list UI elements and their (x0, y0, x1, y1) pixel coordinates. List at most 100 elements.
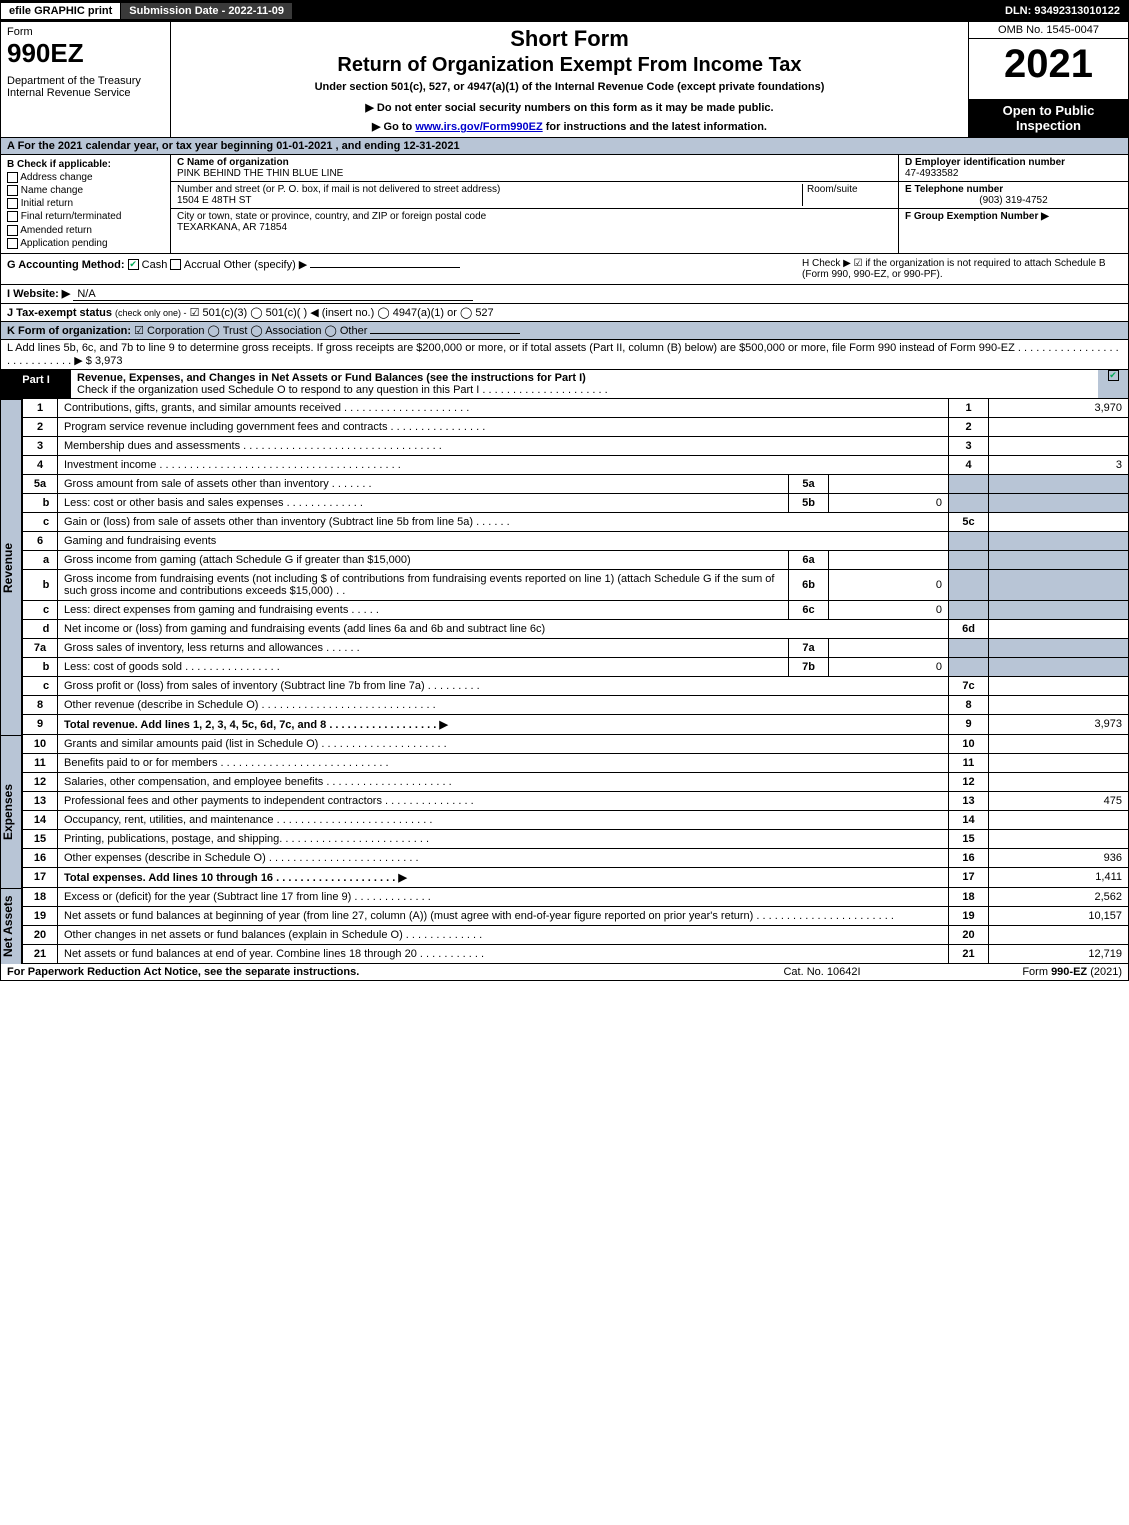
return-title: Return of Organization Exempt From Incom… (177, 54, 962, 77)
ln: 3 (23, 436, 58, 455)
line-6d: dNet income or (loss) from gaming and fu… (23, 619, 1129, 638)
rnum: 21 (949, 944, 989, 963)
j-label: J Tax-exempt status (7, 307, 112, 319)
rnum: 2 (949, 417, 989, 436)
mid: 7b (789, 657, 829, 676)
line-14: 14Occupancy, rent, utilities, and mainte… (23, 810, 1129, 829)
netassets-section: Net Assets 18Excess or (deficit) for the… (0, 888, 1129, 964)
val (989, 695, 1129, 714)
rnum: 13 (949, 791, 989, 810)
val (989, 436, 1129, 455)
desc: Grants and similar amounts paid (list in… (58, 735, 949, 754)
chk-label: Amended return (20, 225, 92, 236)
chk-application-pending[interactable]: Application pending (7, 238, 164, 249)
efile-print[interactable]: efile GRAPHIC print (1, 3, 121, 19)
g-accounting: G Accounting Method: Cash Accrual Other … (7, 258, 802, 280)
d-ein: D Employer identification number 47-4933… (899, 155, 1128, 182)
mid: 6c (789, 600, 829, 619)
ln: c (23, 676, 58, 695)
desc: Total expenses. Add lines 10 through 16 … (58, 867, 949, 887)
form-number: 990EZ (7, 38, 164, 69)
line-17: 17Total expenses. Add lines 10 through 1… (23, 867, 1129, 887)
desc: Membership dues and assessments . . . . … (58, 436, 949, 455)
rnum (949, 493, 989, 512)
other-input[interactable] (310, 267, 460, 268)
rnum: 8 (949, 695, 989, 714)
footer-form-pre: Form (1022, 966, 1051, 978)
ln: 17 (23, 867, 58, 887)
desc: Salaries, other compensation, and employ… (58, 772, 949, 791)
line-9: 9Total revenue. Add lines 1, 2, 3, 4, 5c… (23, 714, 1129, 734)
desc: Other changes in net assets or fund bala… (58, 925, 949, 944)
ln: 4 (23, 455, 58, 474)
form-header: Form 990EZ Department of the Treasury In… (0, 22, 1129, 138)
val (989, 735, 1129, 754)
part1-title-block: Revenue, Expenses, and Changes in Net As… (71, 370, 1098, 398)
ln: d (23, 619, 58, 638)
line-18: 18Excess or (deficit) for the year (Subt… (23, 888, 1129, 907)
ln: 16 (23, 848, 58, 867)
l-gross-receipts-row: L Add lines 5b, 6c, and 7b to line 9 to … (0, 340, 1129, 370)
line-2: 2Program service revenue including gover… (23, 417, 1129, 436)
desc: Less: direct expenses from gaming and fu… (58, 600, 789, 619)
form-label: Form (7, 26, 164, 38)
chk-address-change[interactable]: Address change (7, 172, 164, 183)
val (989, 512, 1129, 531)
chk-accrual[interactable] (170, 259, 181, 270)
tel-label: E Telephone number (905, 184, 1003, 195)
ln: 8 (23, 695, 58, 714)
ln: 13 (23, 791, 58, 810)
rnum: 15 (949, 829, 989, 848)
rnum: 14 (949, 810, 989, 829)
desc: Less: cost of goods sold . . . . . . . .… (58, 657, 789, 676)
chk-name-change[interactable]: Name change (7, 185, 164, 196)
ln: 14 (23, 810, 58, 829)
line-10: 10Grants and similar amounts paid (list … (23, 735, 1129, 754)
block-bcd: B Check if applicable: Address change Na… (0, 155, 1129, 254)
desc: Gross amount from sale of assets other t… (58, 474, 789, 493)
footer-left: For Paperwork Reduction Act Notice, see … (7, 966, 722, 978)
omb-number: OMB No. 1545-0047 (969, 22, 1128, 39)
desc: Gain or (loss) from sale of assets other… (58, 512, 949, 531)
short-form-title: Short Form (177, 26, 962, 52)
line-16: 16Other expenses (describe in Schedule O… (23, 848, 1129, 867)
val (989, 657, 1129, 676)
part1-sub: Check if the organization used Schedule … (77, 384, 608, 396)
line-5a: 5aGross amount from sale of assets other… (23, 474, 1129, 493)
chk-label: Address change (20, 172, 92, 183)
chk-cash[interactable] (128, 259, 139, 270)
ssn-note: ▶ Do not enter social security numbers o… (177, 101, 962, 114)
val: 3,973 (989, 714, 1129, 734)
header-mid: Short Form Return of Organization Exempt… (171, 22, 968, 137)
irs-link[interactable]: www.irs.gov/Form990EZ (415, 121, 542, 133)
chk-initial-return[interactable]: Initial return (7, 198, 164, 209)
k-other-input[interactable] (370, 333, 520, 334)
desc: Other expenses (describe in Schedule O) … (58, 848, 949, 867)
line-6c: cLess: direct expenses from gaming and f… (23, 600, 1129, 619)
ln: 7a (23, 638, 58, 657)
val (989, 550, 1129, 569)
ln: 5a (23, 474, 58, 493)
j-options: ☑ 501(c)(3) ◯ 501(c)( ) ◀ (insert no.) ◯… (190, 307, 494, 319)
part1-check[interactable] (1098, 370, 1128, 398)
tel-value: (903) 319-4752 (905, 195, 1122, 206)
g-label: G Accounting Method: (7, 259, 125, 271)
c-city-row: City or town, state or province, country… (171, 209, 898, 235)
chk-final-return[interactable]: Final return/terminated (7, 211, 164, 222)
val (989, 925, 1129, 944)
val (989, 600, 1129, 619)
footer-form-year: (2021) (1087, 966, 1122, 978)
line-4: 4Investment income . . . . . . . . . . .… (23, 455, 1129, 474)
val (989, 829, 1129, 848)
link-suffix: for instructions and the latest informat… (543, 121, 767, 133)
rnum (949, 569, 989, 600)
j-tax-exempt-row: J Tax-exempt status (check only one) - ☑… (0, 304, 1129, 322)
ln: c (23, 600, 58, 619)
i-label: I Website: ▶ (7, 288, 70, 300)
rnum: 6d (949, 619, 989, 638)
val: 3 (989, 455, 1129, 474)
block-gh: G Accounting Method: Cash Accrual Other … (0, 254, 1129, 285)
line-7a: 7aGross sales of inventory, less returns… (23, 638, 1129, 657)
chk-amended-return[interactable]: Amended return (7, 225, 164, 236)
val (989, 417, 1129, 436)
